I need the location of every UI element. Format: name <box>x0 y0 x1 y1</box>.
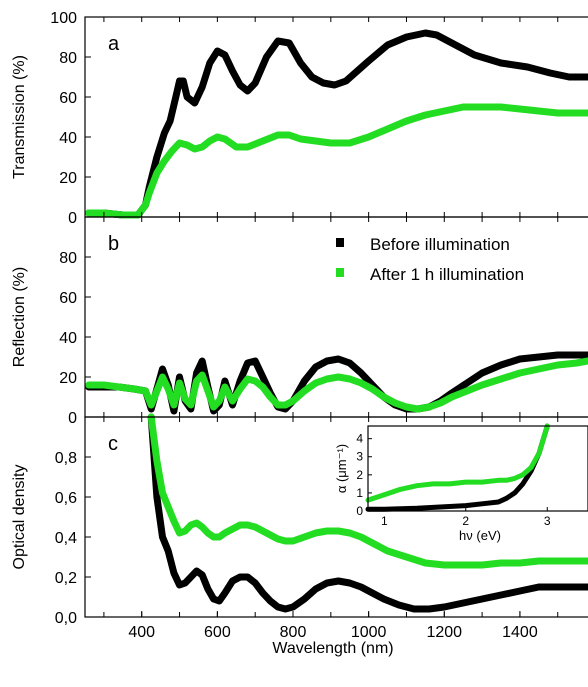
inset-x-tick-label: 2 <box>462 514 469 528</box>
inset-y-tick-label: 1 <box>356 486 363 500</box>
legend-label-before: Before illumination <box>370 235 510 254</box>
panel-c-ylabel: Optical density <box>11 465 28 570</box>
x-tick-label: 600 <box>204 624 231 641</box>
inset-absorption: 0 1 2 3 4 1 2 3 α (μm⁻¹) hν (eV) <box>334 423 588 543</box>
y-tick-label: 0,4 <box>55 530 77 547</box>
x-axis-label: Wavelength (nm) <box>272 640 393 657</box>
inset-x-tick-label: 1 <box>381 514 388 528</box>
panel-b-reflection: b 0 20 40 60 80 Reflection (%) Before illumi… <box>11 233 588 427</box>
inset-y-tick-label: 3 <box>356 450 363 464</box>
panel-c-optical-density: c 0,00,20,40,60,8 400 600 800 1000 1200 1400 … <box>11 413 588 657</box>
inset-series-line-after <box>365 423 550 503</box>
y-tick-label: 80 <box>59 250 77 267</box>
panel-frame <box>84 416 588 618</box>
series-line-after <box>85 357 588 413</box>
series-line-after <box>147 413 588 569</box>
x-tick-label: 1400 <box>502 624 538 641</box>
legend: Before illumination After 1 h illuminati… <box>336 235 524 284</box>
y-tick-label: 100 <box>50 10 77 27</box>
legend-label-after: After 1 h illumination <box>370 265 524 284</box>
y-tick-label: 40 <box>59 130 77 147</box>
panel-a-transmission: a 0 20 40 60 80 100 Transmission (%) <box>11 10 588 227</box>
y-tick-label: 20 <box>59 170 77 187</box>
y-tick-label: 80 <box>59 50 77 67</box>
y-tick-label: 0,6 <box>55 490 77 507</box>
inset-frame <box>367 425 588 512</box>
y-tick-label: 40 <box>59 330 77 347</box>
panel-a-label: a <box>108 33 120 55</box>
y-tick-label: 0,2 <box>55 570 77 587</box>
y-tick-label: 0 <box>68 410 77 427</box>
legend-marker-before <box>336 238 344 247</box>
inset-x-tick-label: 3 <box>544 514 551 528</box>
y-tick-label: 60 <box>59 290 77 307</box>
panel-frame <box>84 16 588 218</box>
panel-b-ylabel: Reflection (%) <box>11 267 28 367</box>
inset-series-line-before <box>365 423 550 512</box>
inset-y-tick-label: 2 <box>356 468 363 482</box>
panel-a-ylabel: Transmission (%) <box>11 55 28 179</box>
series-line-before <box>85 29 588 219</box>
y-tick-label: 0 <box>68 210 77 227</box>
panel-c-label: c <box>108 433 118 455</box>
y-tick-label: 60 <box>59 90 77 107</box>
inset-background <box>365 423 588 511</box>
series-line-before <box>147 413 588 613</box>
inset-y-tick-label: 0 <box>356 504 363 518</box>
x-tick-label: 400 <box>128 624 155 641</box>
panel-b-label: b <box>108 233 119 255</box>
legend-marker-after <box>336 268 344 277</box>
axis-frames <box>84 16 588 618</box>
inset-y-tick-label: 4 <box>356 432 363 446</box>
inset-xlabel: hν (eV) <box>459 528 501 543</box>
y-tick-label: 20 <box>59 370 77 387</box>
y-tick-label: 0,8 <box>55 450 77 467</box>
x-tick-label: 1200 <box>426 624 462 641</box>
inset-ylabel: α (μm⁻¹) <box>334 444 349 493</box>
x-tick-label: 800 <box>280 624 307 641</box>
y-tick-label: 0,0 <box>55 610 77 627</box>
x-tick-label: 1000 <box>351 624 387 641</box>
series-line-after <box>85 103 588 219</box>
